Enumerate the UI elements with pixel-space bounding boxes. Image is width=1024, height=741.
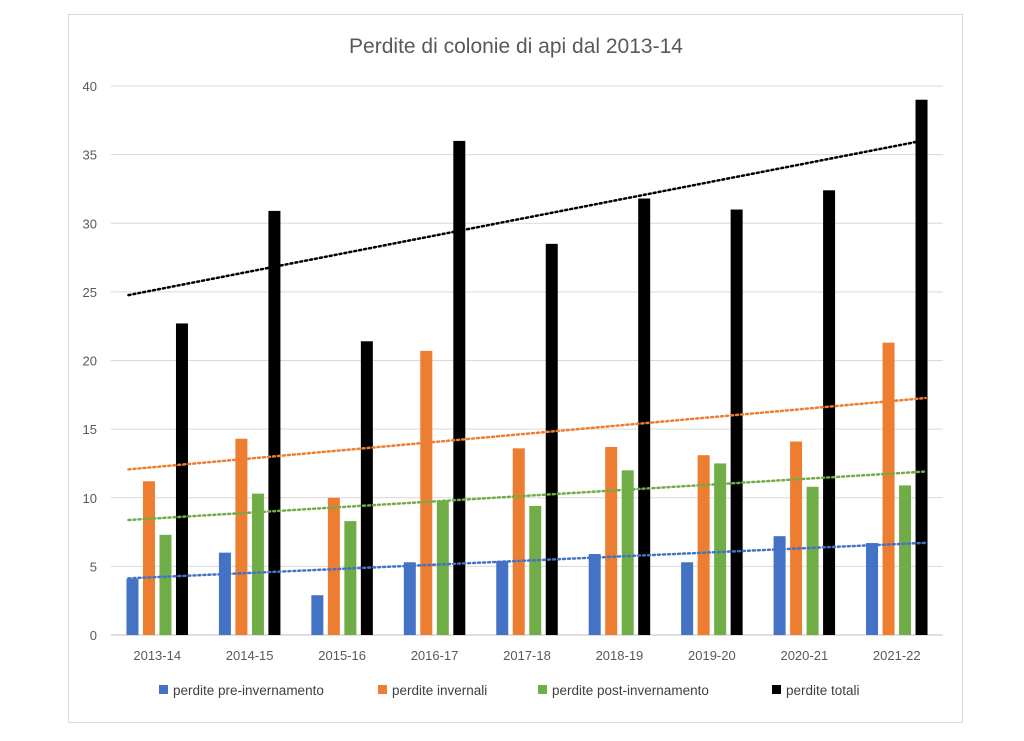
trendline-perdite-pre-invernamento [127,541,927,580]
bar-perdite-totali [175,323,188,635]
bar-perdite-post-invernamento [714,463,727,635]
bar-perdite-totali [360,341,373,635]
bar-perdite-invernali [882,342,895,635]
bar-chart: 0 5 10 15 20 25 30 35 40 2013-14 2014-15 2015-16 201… [83,35,943,698]
x-tick-label: 2015-16 [318,648,366,663]
y-tick-label: 10 [83,491,97,506]
bar-perdite-invernali [235,438,248,635]
legend-label: perdite totali [786,683,860,698]
gridlines [111,85,943,567]
legend-swatch [378,685,387,694]
chart-frame: 0 5 10 15 20 25 30 35 40 2013-14 2014-15 2015-16 201… [68,14,963,723]
trendline-perdite-post-invernamento [127,470,927,522]
legend-label: perdite pre-invernamento [173,683,324,698]
bar-perdite-pre-invernamento [773,536,786,635]
bar-perdite-totali [545,243,558,635]
x-tick-label: 2013-14 [133,648,181,663]
tick-labels: 0 5 10 15 20 25 30 35 40 2013-14 2014-15 2015-16 201… [83,79,921,663]
bar-perdite-pre-invernamento [588,554,601,635]
bar-perdite-totali [638,198,651,636]
bar-perdite-pre-invernamento [496,560,509,635]
x-tick-label: 2021-22 [873,648,921,663]
bar-perdite-invernali [697,455,710,635]
x-tick-label: 2014-15 [226,648,274,663]
legend-swatch [772,685,781,694]
bar-perdite-pre-invernamento [403,562,416,635]
legend-label: perdite invernali [392,683,487,698]
y-tick-label: 30 [83,216,97,231]
bars [126,99,928,636]
bar-perdite-post-invernamento [806,486,819,635]
y-tick-label: 25 [83,285,97,300]
bar-perdite-pre-invernamento [681,562,694,635]
bar-perdite-post-invernamento [621,470,634,635]
bar-perdite-post-invernamento [436,500,449,635]
y-tick-label: 5 [90,559,97,574]
bar-perdite-post-invernamento [529,505,542,635]
x-tick-label: 2020-21 [780,648,828,663]
bar-perdite-pre-invernamento [218,552,231,635]
trendline-perdite-totali [127,138,927,297]
legend-swatch [538,685,547,694]
bar-perdite-invernali [605,446,618,635]
y-tick-label: 0 [90,628,97,643]
x-tick-label: 2018-19 [596,648,644,663]
bar-perdite-invernali [512,448,525,635]
legend-swatch [159,685,168,694]
bar-perdite-totali [915,99,928,636]
bar-perdite-post-invernamento [251,493,264,635]
y-tick-label: 20 [83,354,97,369]
x-tick-label: 2016-17 [411,648,459,663]
y-tick-label: 40 [83,79,97,94]
trendlines [127,138,927,580]
bar-perdite-pre-invernamento [866,543,879,635]
y-tick-label: 15 [83,422,97,437]
x-tick-label: 2017-18 [503,648,551,663]
bar-perdite-totali [730,209,743,635]
x-tick-label: 2019-20 [688,648,736,663]
legend-label: perdite post-invernamento [552,683,709,698]
bar-perdite-post-invernamento [899,485,912,635]
bar-perdite-totali [453,140,466,635]
trendline-perdite-invernali [127,396,927,471]
bar-perdite-invernali [420,350,433,635]
bar-perdite-post-invernamento [159,534,172,635]
y-tick-label: 35 [83,148,97,163]
chart-title: Perdite di colonie di api dal 2013-14 [349,35,683,58]
bar-perdite-invernali [142,481,155,635]
bar-perdite-pre-invernamento [126,578,139,635]
legend: perdite pre-invernamento perdite invernal… [159,683,860,698]
bar-perdite-totali [268,210,281,635]
bar-perdite-invernali [327,497,340,635]
bar-perdite-totali [823,190,836,635]
bar-perdite-post-invernamento [344,521,357,635]
bar-perdite-pre-invernamento [311,595,324,635]
bar-perdite-invernali [790,441,803,635]
